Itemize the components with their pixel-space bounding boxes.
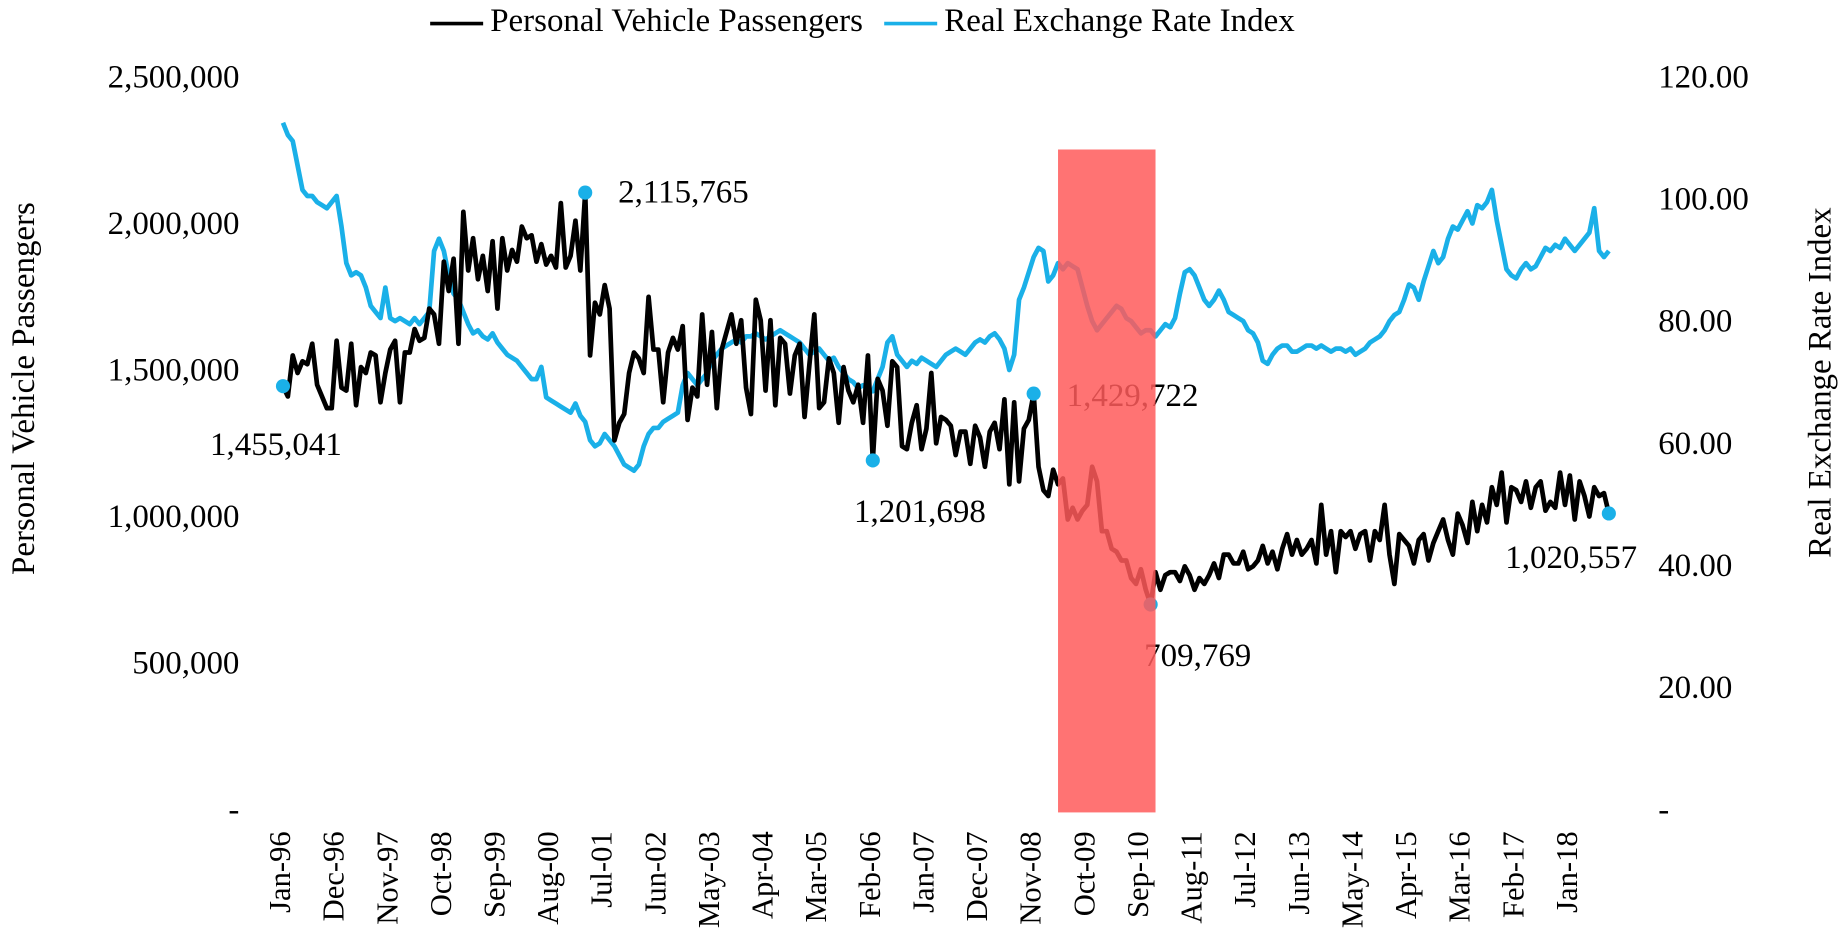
x-tick-label: May-03 [692,831,726,928]
x-tick-label: Sep-99 [477,831,511,918]
x-tick-label: Jun-02 [638,831,672,914]
y-axis-title: Personal Vehicle Passengers [6,202,42,575]
data-label: 1,020,557 [1505,540,1637,576]
data-label: 709,769 [1144,638,1251,674]
y2-tick-label: 60.00 [1658,426,1732,462]
legend-label: Personal Vehicle Passengers [490,3,863,39]
x-tick-label: Oct-98 [424,831,458,916]
y2-tick-label: 40.00 [1658,548,1732,584]
x-tick-label: Jul-12 [1228,831,1262,908]
x-tick-label: Aug-11 [1175,831,1209,923]
x-tick-label: Jan-07 [906,831,940,913]
y2-tick-label: 20.00 [1658,670,1732,706]
y-tick-label: 1,000,000 [108,499,240,535]
y2-tick-label: 120.00 [1658,60,1749,96]
data-label: 2,115,765 [618,175,749,211]
x-tick-label: Sep-10 [1121,831,1155,918]
data-label: 1,201,698 [854,494,986,530]
x-tick-label: Aug-00 [531,831,565,925]
data-marker [865,453,880,468]
data-marker [578,185,593,200]
x-tick-label: Apr-04 [746,831,780,919]
legend-label: Real Exchange Rate Index [944,3,1295,39]
x-tick-label: Oct-09 [1067,831,1101,916]
y2-tick-label: 80.00 [1658,304,1732,340]
y-tick-label: 500,000 [132,646,239,682]
data-label: 1,455,041 [210,427,342,463]
series-line [280,121,1611,474]
x-tick-label: Jan-18 [1550,831,1584,913]
x-tick-label: Jun-13 [1282,831,1316,914]
x-tick-label: Apr-15 [1389,831,1423,919]
data-marker [275,379,291,394]
series-line [280,190,1612,607]
x-tick-label: Mar-16 [1443,831,1477,922]
x-tick-label: Dec-96 [317,831,351,921]
y2-tick-label: - [1658,792,1669,828]
x-tick-label: Jul-01 [585,831,619,908]
x-tick-label: Jan-96 [263,831,297,913]
y-tick-label: 2,000,000 [108,206,240,242]
x-tick-label: Feb-06 [853,831,887,918]
highlight-band [1058,149,1156,813]
y2-axis-title: Real Exchange Rate Index [1803,207,1839,558]
x-tick-label: Feb-17 [1496,831,1530,918]
y-tick-label: 1,500,000 [108,353,240,389]
y-tick-label: - [228,792,239,828]
x-tick-label: Nov-97 [370,831,404,925]
x-tick-label: Dec-07 [960,831,994,921]
x-tick-label: May-14 [1335,831,1369,928]
x-tick-label: Nov-08 [1014,831,1048,925]
x-tick-label: Mar-05 [799,831,833,922]
y2-tick-label: 100.00 [1658,182,1749,218]
data-marker [1026,386,1041,401]
data-marker [1601,506,1616,521]
y-tick-label: 2,500,000 [108,60,240,96]
